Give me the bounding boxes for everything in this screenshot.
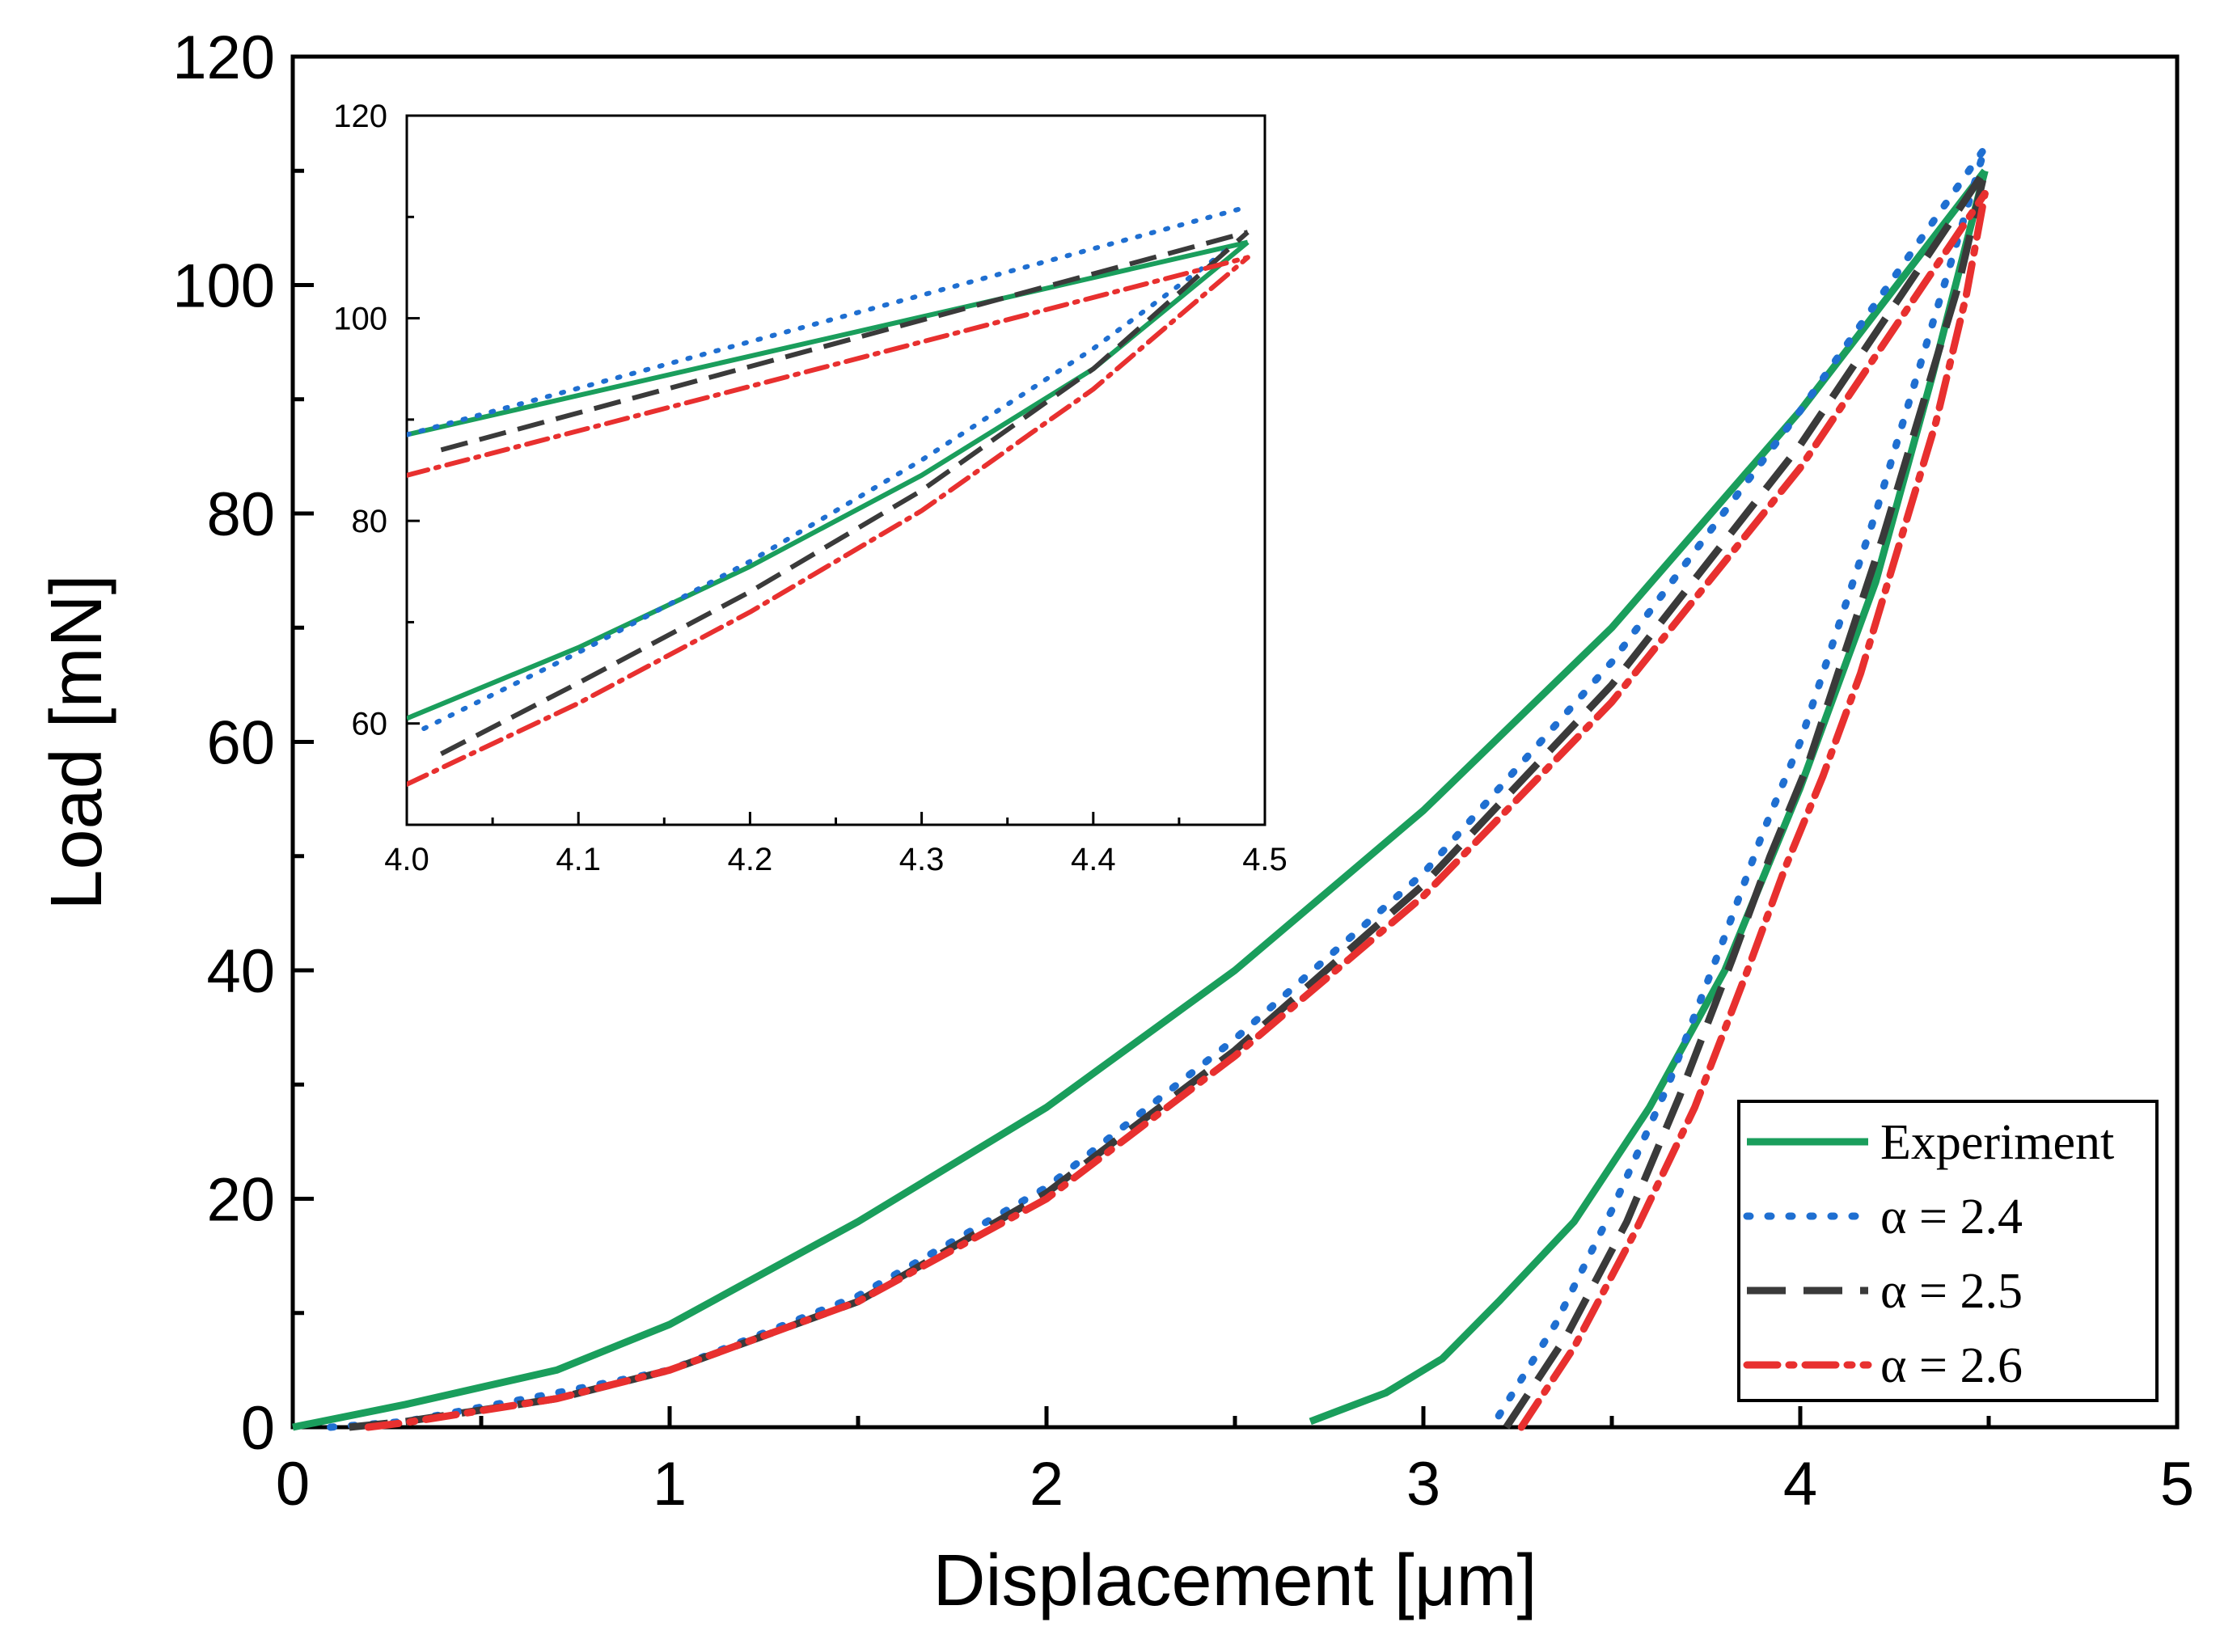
x-tick-label: 4.5 xyxy=(1242,842,1288,877)
x-tick-label: 2 xyxy=(1030,1450,1063,1519)
series-line-2-6-unloading xyxy=(407,255,1250,787)
y-tick-label: 120 xyxy=(333,99,387,134)
series-line-experiment-loading xyxy=(292,168,1988,1431)
series-line-2-5-loading xyxy=(440,230,1249,453)
series-line-2-6-loading xyxy=(364,190,1989,1431)
series-line-2-6-unloading xyxy=(1517,190,1989,1431)
legend-label-2-4: α = 2.4 xyxy=(1880,1189,2023,1244)
y-tick-label: 40 xyxy=(206,937,275,1006)
x-tick-label: 4.3 xyxy=(899,842,945,877)
series-line-2-4-loading xyxy=(327,144,1989,1431)
x-tick-label: 4.2 xyxy=(728,842,773,877)
y-tick-label: 100 xyxy=(333,302,387,337)
series-line-2-4-unloading xyxy=(421,244,1233,731)
legend-label-2-5: α = 2.5 xyxy=(1880,1264,2023,1319)
y-axis-title: Load [mN] xyxy=(36,574,117,910)
series-line-experiment-unloading xyxy=(407,240,1250,721)
main-plot-series xyxy=(292,144,1989,1431)
x-axis-title: Displacement [μm] xyxy=(932,1540,1537,1621)
y-tick-label: 120 xyxy=(172,23,275,92)
legend: Experiment α = 2.4 α = 2.5 α = 2.6 xyxy=(1737,1100,2159,1402)
x-tick-label: 4.0 xyxy=(384,842,429,877)
inset-axis-ticks: 4.0 4.1 4.2 4.3 4.4 4.5 60 80 100 120 xyxy=(333,99,1288,877)
y-tick-label: 60 xyxy=(206,709,275,778)
legend-label-experiment: Experiment xyxy=(1880,1115,2114,1170)
x-tick-label: 5 xyxy=(2160,1450,2194,1519)
y-tick-label: 0 xyxy=(241,1394,275,1463)
y-tick-label: 20 xyxy=(206,1166,275,1235)
y-tick-label: 60 xyxy=(352,707,388,742)
series-line-2-4-loading xyxy=(407,204,1250,437)
series-line-experiment-loading xyxy=(407,239,1249,437)
y-tick-label: 100 xyxy=(172,252,275,321)
x-tick-label: 3 xyxy=(1406,1450,1440,1519)
y-tick-label: 80 xyxy=(352,504,388,539)
series-line-2-5-loading xyxy=(349,168,1989,1431)
x-tick-label: 1 xyxy=(653,1450,687,1519)
x-tick-label: 0 xyxy=(276,1450,310,1519)
x-tick-label: 4.4 xyxy=(1071,842,1116,877)
series-line-2-4-unloading xyxy=(1495,144,1989,1420)
main-axis-ticks: 0 1 2 3 4 5 0 20 40 60 80 100 120 xyxy=(172,23,2194,1519)
legend-box xyxy=(1737,1100,2159,1402)
inset-plot-series xyxy=(407,204,1250,787)
series-line-2-5-unloading xyxy=(1503,170,1989,1430)
series-line-experiment-unloading xyxy=(1309,170,1989,1426)
y-tick-label: 80 xyxy=(206,480,275,549)
legend-label-2-6: α = 2.6 xyxy=(1880,1338,2023,1393)
x-tick-label: 4 xyxy=(1783,1450,1817,1519)
series-line-2-6-loading xyxy=(407,255,1250,478)
x-tick-label: 4.1 xyxy=(556,842,601,877)
series-line-2-5-unloading xyxy=(440,230,1250,756)
inset-background xyxy=(404,113,1267,825)
